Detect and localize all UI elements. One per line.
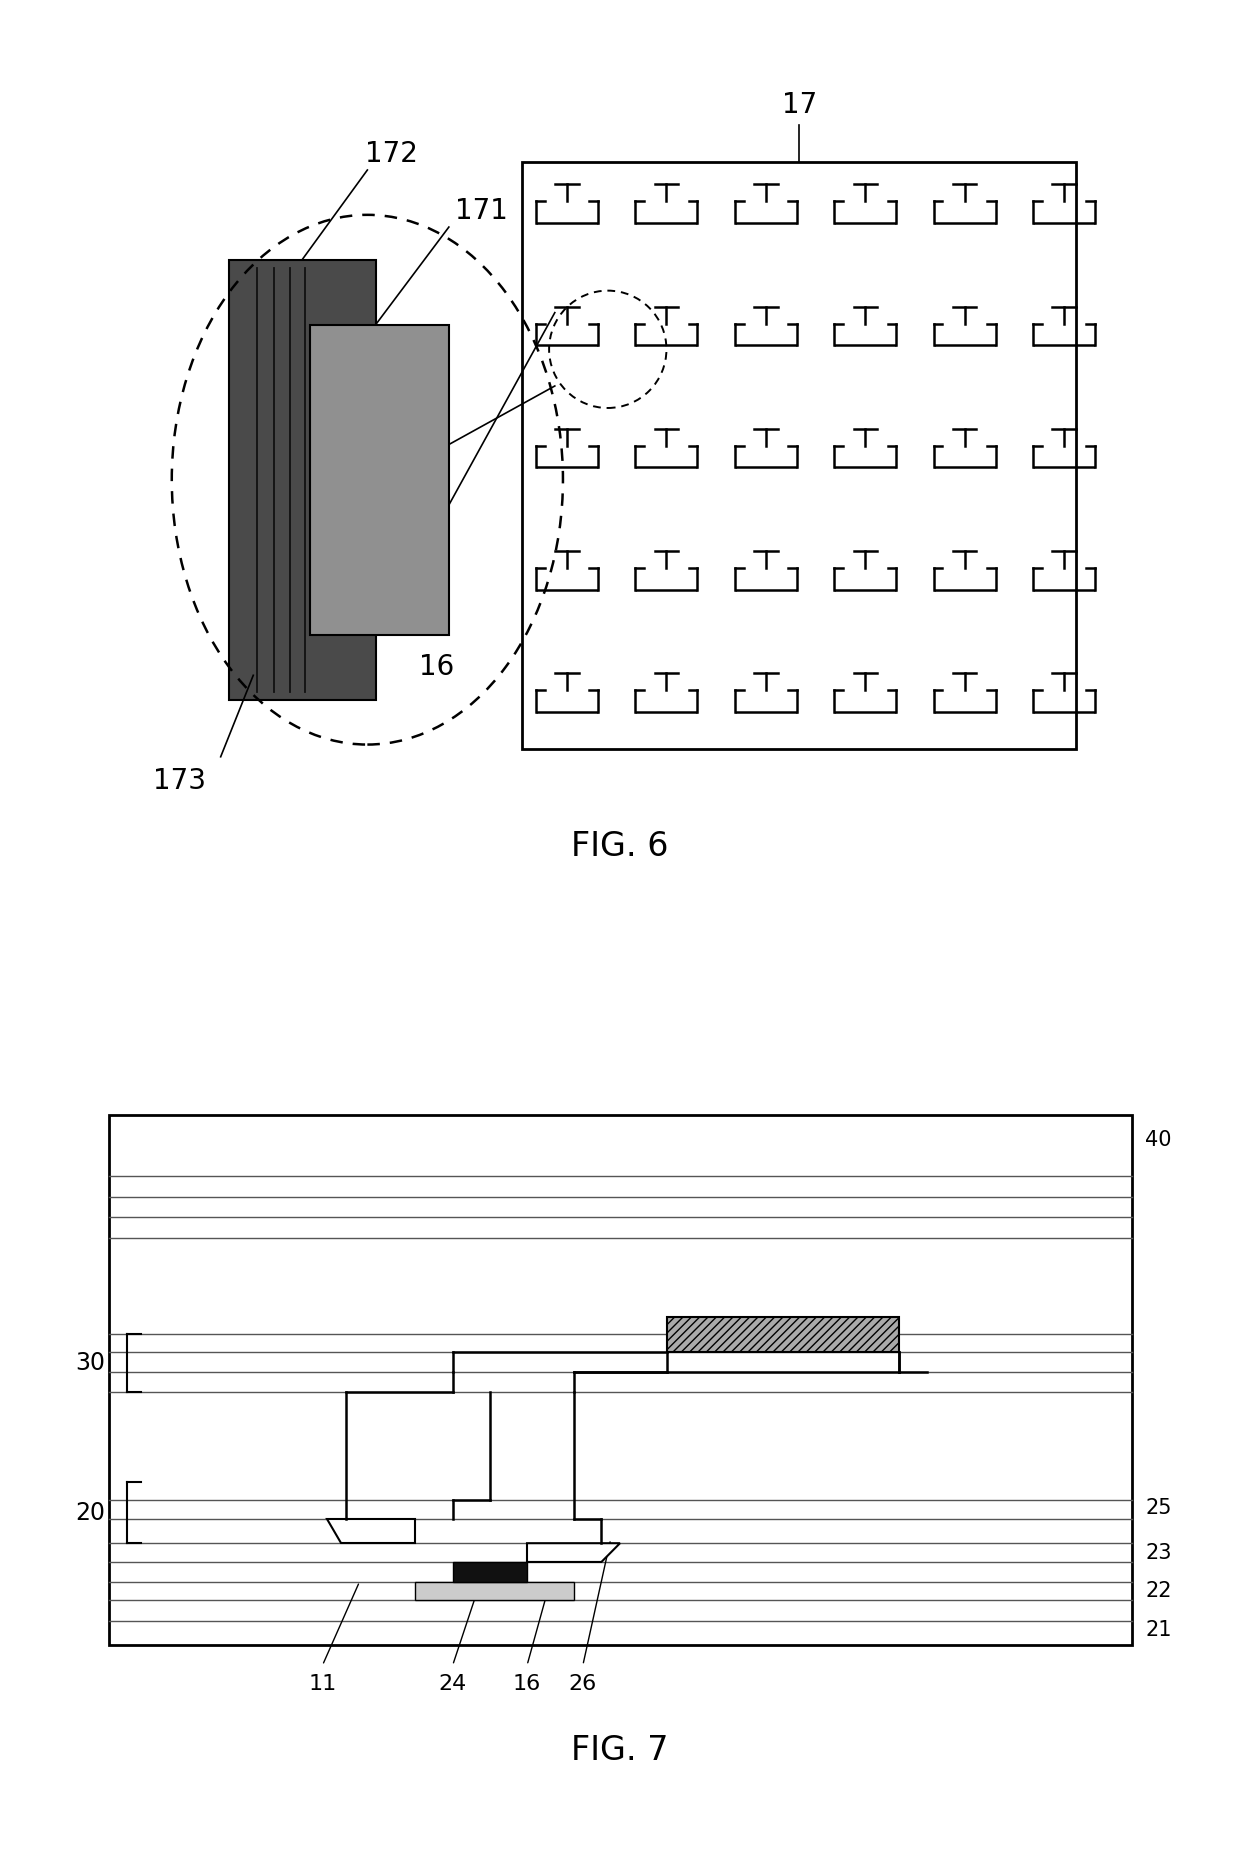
Text: 22: 22 [1146, 1581, 1172, 1601]
Text: 171: 171 [455, 198, 508, 226]
Text: 16: 16 [513, 1674, 541, 1694]
Text: 16: 16 [419, 652, 454, 680]
Polygon shape [327, 1519, 415, 1543]
Polygon shape [527, 1543, 620, 1562]
Text: 30: 30 [74, 1351, 105, 1376]
Bar [415, 1581, 573, 1601]
Text: 26: 26 [569, 1674, 596, 1694]
Text: 23: 23 [1146, 1543, 1172, 1564]
Bar [522, 162, 1076, 749]
Text: FIG. 6: FIG. 6 [572, 829, 668, 863]
Text: 11: 11 [309, 1674, 336, 1694]
Text: 20: 20 [74, 1501, 105, 1525]
Text: 173: 173 [154, 768, 206, 796]
Text: 25: 25 [1146, 1499, 1172, 1517]
Bar [667, 1318, 899, 1351]
Text: 40: 40 [1146, 1130, 1172, 1150]
Text: 172: 172 [366, 140, 418, 168]
Bar [109, 1115, 1131, 1646]
Text: 24: 24 [439, 1674, 466, 1694]
Text: 17: 17 [781, 91, 817, 119]
Bar [229, 259, 376, 699]
Text: 21: 21 [1146, 1620, 1172, 1640]
Bar [310, 324, 449, 634]
Bar [453, 1562, 527, 1581]
Text: FIG. 7: FIG. 7 [572, 1734, 668, 1767]
